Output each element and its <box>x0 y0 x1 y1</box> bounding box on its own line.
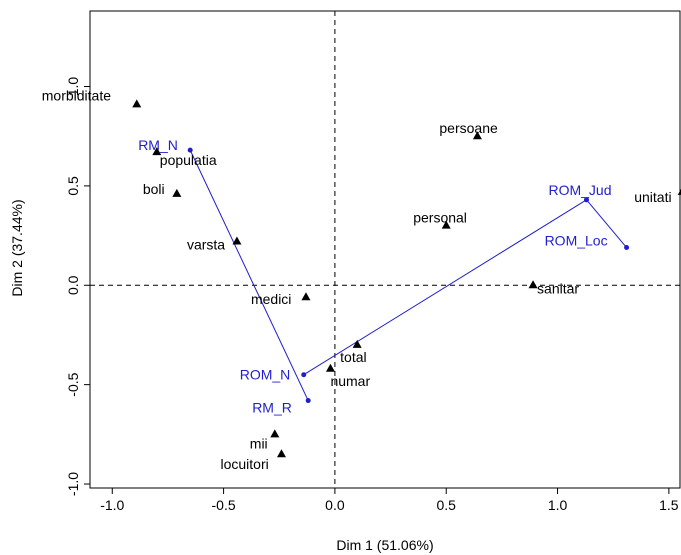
word-points: morbiditate populatia boli varsta medici pers… <box>42 87 681 472</box>
word-marker <box>232 236 242 245</box>
y-tick-label: 0.0 <box>65 275 81 295</box>
word-label: locuitori <box>220 456 268 472</box>
word-label: personal <box>413 210 467 226</box>
category-marker <box>624 245 630 251</box>
category-path <box>189 149 627 401</box>
word-label: morbiditate <box>42 87 111 103</box>
word-marker <box>276 449 286 458</box>
y-axis: -1.0 -0.5 0.0 0.5 1.0 <box>65 77 90 496</box>
x-axis: -1.0 -0.5 0.0 0.5 1.0 1.5 <box>100 488 679 513</box>
word-label: unitati <box>634 189 671 205</box>
word-label: boli <box>143 181 165 197</box>
word-label: medici <box>251 291 291 307</box>
word-label: total <box>340 349 366 365</box>
x-tick-label: 1.0 <box>548 497 568 513</box>
x-tick-label: 0.5 <box>436 497 456 513</box>
reference-lines <box>90 11 680 488</box>
category-segment <box>189 149 309 401</box>
category-marker <box>305 398 311 404</box>
plot-frame <box>89 10 681 489</box>
x-tick-label: 1.5 <box>659 497 679 513</box>
word-label: varsta <box>187 237 225 253</box>
y-tick-label: 0.5 <box>65 176 81 196</box>
category-label: RM_N <box>138 137 178 153</box>
word-label: populatia <box>160 152 217 168</box>
category-label: ROM_Jud <box>548 182 611 198</box>
word-marker <box>270 429 280 438</box>
word-label: mii <box>250 435 268 451</box>
word-marker <box>472 131 482 140</box>
word-marker <box>152 147 162 156</box>
word-marker <box>132 99 142 108</box>
word-marker <box>352 339 362 348</box>
category-label: ROM_N <box>240 367 291 383</box>
word-label: persoane <box>439 120 498 136</box>
y-axis-title: Dim 2 (37.44%) <box>9 199 25 296</box>
category-segment <box>303 199 587 376</box>
category-marker <box>301 372 307 378</box>
word-marker <box>677 189 681 195</box>
category-label: ROM_Loc <box>545 233 608 249</box>
category-marker <box>583 197 589 203</box>
word-label: numar <box>330 373 370 389</box>
y-tick-label: -0.5 <box>65 372 81 396</box>
x-axis-title: Dim 1 (51.06%) <box>336 537 433 553</box>
word-marker <box>325 363 335 372</box>
x-tick-label: 0.0 <box>325 497 345 513</box>
x-tick-label: -0.5 <box>212 497 236 513</box>
word-marker <box>172 188 182 197</box>
y-tick-label: 1.0 <box>65 77 81 97</box>
word-label: sanitar <box>537 280 579 296</box>
word-marker <box>301 292 311 301</box>
x-tick-label: -1.0 <box>100 497 124 513</box>
category-marker <box>187 147 193 153</box>
category-label: RM_R <box>252 400 292 416</box>
category-points: RM_N RM_R ROM_N ROM_Jud ROM_Loc <box>138 137 630 416</box>
word-marker <box>528 280 538 289</box>
word-marker <box>441 220 451 229</box>
y-tick-label: -1.0 <box>65 472 81 496</box>
category-segment <box>586 199 627 248</box>
